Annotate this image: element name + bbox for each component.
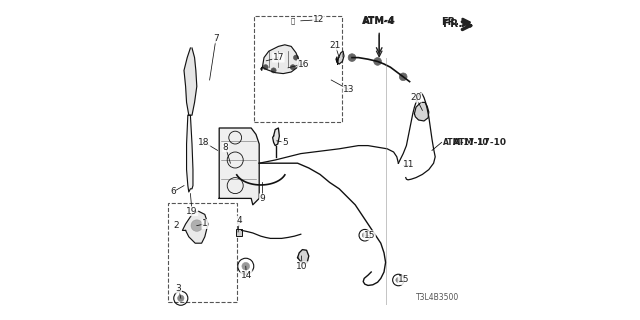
FancyBboxPatch shape (254, 16, 342, 122)
Text: FR.: FR. (443, 19, 462, 29)
Circle shape (178, 295, 184, 301)
Polygon shape (187, 115, 193, 192)
Text: 3: 3 (176, 284, 181, 293)
Text: 🔒: 🔒 (291, 18, 295, 24)
Polygon shape (184, 48, 197, 115)
Polygon shape (261, 45, 300, 74)
Text: 10: 10 (296, 262, 308, 271)
Text: 5: 5 (282, 138, 287, 147)
Text: 6: 6 (170, 188, 175, 196)
Circle shape (242, 262, 250, 270)
Text: ATM-17-10: ATM-17-10 (453, 138, 507, 147)
Text: 7: 7 (213, 34, 219, 43)
Text: 19: 19 (186, 207, 198, 216)
Text: 9: 9 (260, 194, 265, 203)
Text: 17: 17 (273, 53, 284, 62)
Text: ATM-17-10: ATM-17-10 (443, 138, 489, 147)
Circle shape (348, 54, 356, 61)
Circle shape (263, 65, 268, 70)
Circle shape (293, 55, 298, 60)
Text: ATM-4: ATM-4 (364, 17, 395, 26)
Text: 18: 18 (198, 138, 210, 147)
Bar (236, 229, 242, 236)
Text: 4: 4 (237, 216, 242, 225)
Text: 8: 8 (223, 143, 228, 152)
Text: 16: 16 (298, 60, 309, 68)
Polygon shape (182, 211, 208, 243)
Text: 21: 21 (330, 41, 341, 50)
Text: FR.: FR. (441, 17, 460, 28)
Polygon shape (273, 128, 280, 146)
Text: 13: 13 (343, 85, 355, 94)
Polygon shape (298, 250, 309, 264)
Text: 15: 15 (398, 276, 410, 284)
Circle shape (399, 73, 407, 81)
Circle shape (396, 277, 401, 283)
FancyBboxPatch shape (168, 203, 237, 302)
Text: T3L4B3500: T3L4B3500 (416, 293, 460, 302)
Circle shape (290, 65, 295, 70)
Circle shape (191, 220, 202, 231)
Text: 14: 14 (241, 271, 252, 280)
Text: 12: 12 (313, 15, 324, 24)
Text: 11: 11 (403, 160, 415, 169)
Text: 20: 20 (410, 93, 422, 102)
Circle shape (374, 58, 381, 65)
Text: 1: 1 (202, 220, 207, 228)
Text: 15: 15 (364, 231, 375, 240)
Text: 2: 2 (173, 221, 179, 230)
Text: ATM-4: ATM-4 (362, 16, 396, 26)
Polygon shape (219, 128, 259, 205)
Circle shape (271, 68, 276, 73)
Polygon shape (415, 102, 429, 121)
Circle shape (362, 233, 367, 238)
Polygon shape (336, 51, 344, 64)
